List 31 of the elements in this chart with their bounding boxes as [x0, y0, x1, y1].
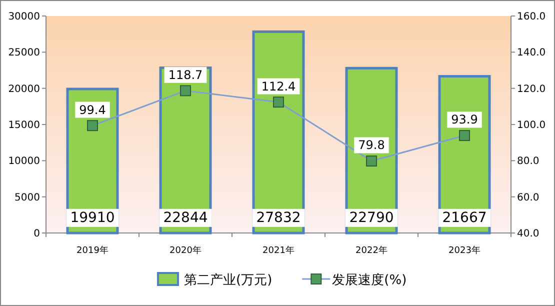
- x-tick-label: 2019年: [76, 245, 108, 256]
- x-tick-label: 2020年: [170, 245, 202, 256]
- data-label: 27832: [256, 210, 301, 226]
- y2-tick-label: 40.0: [517, 228, 540, 240]
- y2-tick-label: 100.0: [517, 120, 546, 131]
- y-tick-label: 0: [34, 228, 40, 240]
- y2-tick-label: 120.0: [517, 84, 546, 95]
- y-tick-label: 5000: [14, 192, 40, 204]
- data-label: 21667: [442, 210, 487, 226]
- y-tick-label: 10000: [8, 156, 40, 168]
- data-label: 112.4: [261, 79, 296, 94]
- y2-tick-label: 140.0: [517, 48, 546, 59]
- y-tick-label: 30000: [8, 12, 40, 22]
- data-label: 79.8: [358, 138, 385, 152]
- x-tick-label: 2023年: [448, 245, 480, 256]
- data-label: 22844: [163, 210, 208, 226]
- legend-label: 发展速度(%): [332, 272, 407, 288]
- y2-tick-label: 160.0: [517, 12, 546, 22]
- x-tick-label: 2021年: [262, 245, 294, 256]
- y-tick-label: 25000: [8, 48, 40, 59]
- legend-label: 第二产业(万元): [184, 273, 272, 288]
- y-tick-label: 20000: [8, 84, 40, 95]
- y2-tick-label: 60.0: [517, 192, 540, 204]
- data-label: 19910: [70, 210, 115, 226]
- data-label: 99.4: [79, 102, 106, 117]
- y2-tick-label: 80.0: [517, 156, 540, 168]
- data-label: 93.9: [451, 112, 478, 127]
- data-label: 118.7: [168, 68, 203, 82]
- data-label: 22790: [349, 210, 394, 226]
- y-tick-label: 15000: [8, 120, 40, 131]
- x-tick-label: 2022年: [356, 245, 388, 256]
